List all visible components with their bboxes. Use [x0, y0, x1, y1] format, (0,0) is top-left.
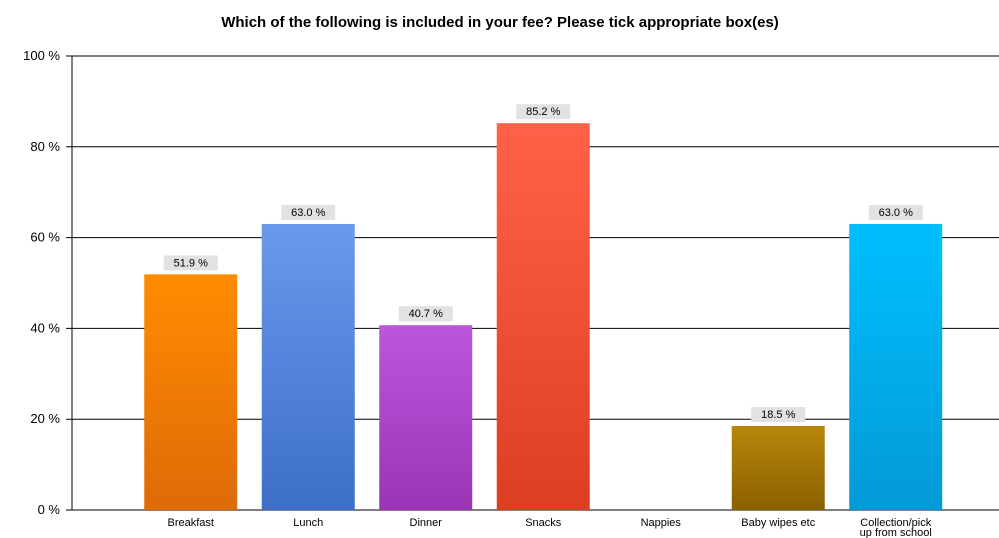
data-label: 63.0 %: [291, 207, 325, 219]
data-label-box: [163, 255, 218, 271]
bars: [144, 123, 943, 511]
category-label: Breakfast: [168, 517, 214, 529]
y-tick-label: 80 %: [30, 139, 60, 154]
data-label-box: [281, 204, 336, 220]
data-label: 63.0 %: [879, 207, 913, 219]
category-label: Collection/pick up from school: [860, 517, 932, 538]
category-label: Snacks: [525, 517, 562, 529]
y-tick-label: 40 %: [30, 320, 60, 335]
y-tick-label: 0 %: [38, 502, 61, 517]
axes: 0 % 20 % 40 % 60 % 80 % 100 %: [23, 48, 73, 517]
y-tick-label: 20 %: [30, 411, 60, 426]
bar: [849, 223, 943, 511]
y-tick-label: 100 %: [23, 48, 60, 63]
chart-title: Which of the following is included in yo…: [221, 14, 779, 31]
data-label: 85.2 %: [526, 106, 560, 118]
bar: [731, 426, 825, 510]
category-label: Dinner: [410, 517, 443, 529]
y-tick-label: 60 %: [30, 230, 60, 245]
data-label-box: [516, 104, 571, 120]
bar: [261, 223, 355, 511]
data-label-box: [398, 306, 453, 322]
category-label: Nappies: [641, 517, 682, 529]
data-label-box: [868, 204, 923, 220]
data-labels: 51.9 % 63.0 % 40.7 % 85.2 % 18.5 % 63.0 %: [163, 104, 923, 423]
data-label: 40.7 %: [409, 308, 443, 320]
category-label: Baby wipes etc: [741, 517, 815, 529]
category-labels: Breakfast Lunch Dinner Snacks Nappies Baby wi…: [168, 517, 932, 538]
category-label: Lunch: [293, 517, 323, 529]
bar: [379, 325, 473, 510]
bar: [144, 274, 238, 510]
data-label: 18.5 %: [761, 409, 795, 421]
bar: [496, 123, 590, 510]
data-label-box: [751, 407, 806, 423]
data-label: 51.9 %: [174, 257, 208, 269]
